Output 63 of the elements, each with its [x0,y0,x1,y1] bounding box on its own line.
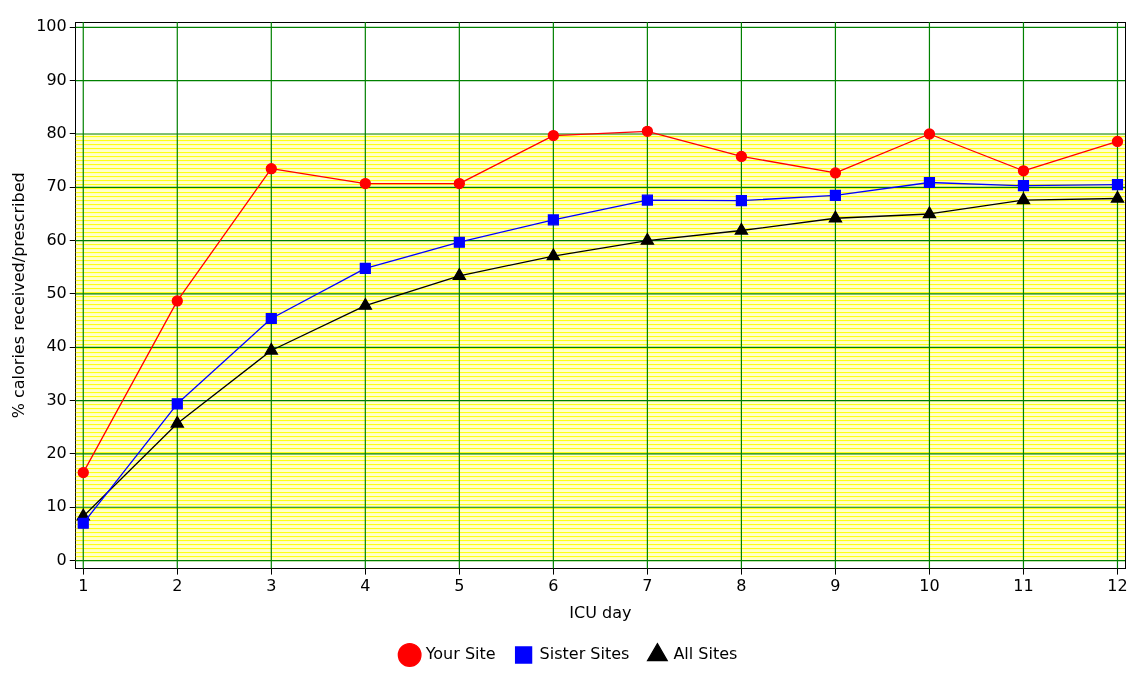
y-tick-label: 80 [46,123,67,143]
point [734,222,749,235]
y-tick-label: 30 [46,389,67,409]
x-tick-label: 1 [78,576,89,596]
point [829,189,842,201]
x-tick-label: 6 [548,576,559,596]
y-tick-label: 10 [46,496,67,516]
point [1110,190,1125,203]
y-tick-label: 100 [36,16,67,36]
point [171,295,183,307]
y-tick-label: 70 [46,176,67,196]
point [358,298,373,310]
x-tick-label: 12 [1107,576,1128,596]
point [1111,135,1124,148]
y-tick-label: 20 [46,443,67,463]
point [1017,180,1030,192]
x-tick-label: 5 [454,576,465,596]
point [546,248,561,261]
point [735,195,747,207]
x-tick-label: 2 [172,576,183,596]
point [264,342,279,355]
point [170,415,184,428]
point [359,262,371,274]
point [1016,192,1031,205]
x-tick-label: 4 [360,576,371,596]
y-tick-label: 50 [46,283,67,303]
point [922,206,937,219]
legend-label: All Sites [673,644,738,664]
x-tick-label: 8 [736,576,747,596]
x-tick-label: 10 [919,576,940,596]
point [547,129,560,142]
y-tick-label: 0 [56,549,67,569]
point [735,150,748,163]
point [77,466,89,479]
point [923,128,936,140]
x-tick-label: 7 [642,576,653,596]
legend-label: Your Site [424,644,496,664]
point [828,210,843,223]
point [829,167,842,179]
y-tick-label: 90 [46,69,67,89]
point [923,176,936,189]
x-axis-title: ICU day [569,602,632,622]
point [640,232,655,245]
y-axis-title: % calories received/prescribed [8,172,28,419]
point [641,194,653,206]
point [641,125,654,137]
x-tick-label: 11 [1013,576,1034,596]
point [1111,179,1124,191]
point [452,268,467,280]
x-tick-label: 3 [266,576,277,596]
point [1017,165,1030,177]
point [171,398,183,410]
point [265,312,277,325]
y-tick-label: 60 [46,229,67,249]
y-tick-label: 40 [46,336,67,356]
point [453,177,465,190]
point [359,177,371,190]
point [453,236,465,248]
x-tick-label: 9 [830,576,841,596]
point [547,214,559,226]
point [77,517,89,529]
legend-label: Sister Sites [539,644,630,664]
point [265,163,277,175]
